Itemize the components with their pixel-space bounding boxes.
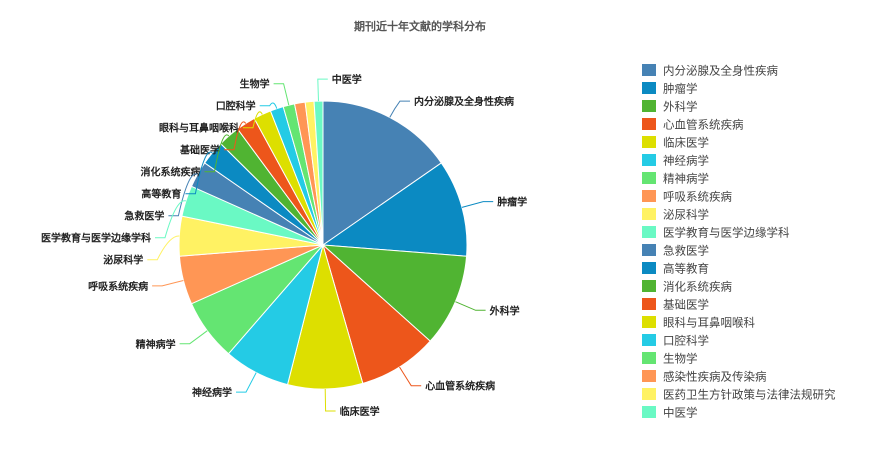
- slice-label: 泌尿科学: [103, 254, 143, 267]
- slice-label: 心血管系统疾病: [425, 380, 495, 393]
- legend-item-label[interactable]: 口腔科学: [663, 334, 709, 348]
- slice-label: 肿瘤学: [497, 196, 527, 209]
- legend-item-label[interactable]: 生物学: [663, 352, 698, 366]
- slice-label: 呼吸系统疾病: [88, 280, 148, 293]
- legend-item-label[interactable]: 心血管系统疾病: [663, 118, 744, 132]
- legend-item-label[interactable]: 眼科与耳鼻咽喉科: [663, 316, 755, 330]
- slice-label: 内分泌腺及全身性疾病: [414, 95, 514, 108]
- legend-item-label[interactable]: 消化系统疾病: [663, 280, 732, 294]
- slice-label: 精神病学: [136, 338, 176, 351]
- legend-swatch[interactable]: [642, 100, 656, 112]
- legend-swatch[interactable]: [642, 64, 656, 76]
- label-connector: [461, 201, 494, 208]
- legend-swatch[interactable]: [642, 118, 656, 130]
- legend-swatch[interactable]: [642, 172, 656, 184]
- legend-swatch[interactable]: [642, 154, 656, 166]
- legend-item-label[interactable]: 急救医学: [663, 244, 709, 258]
- label-connector: [399, 366, 422, 387]
- slice-0[interactable]: [322, 100, 443, 246]
- pie-slices: [178, 100, 468, 390]
- legend-swatch[interactable]: [642, 208, 656, 220]
- label-connector: [259, 102, 278, 109]
- label-connector: [243, 111, 263, 129]
- label-connector: [236, 372, 257, 393]
- legend-swatch[interactable]: [642, 226, 656, 238]
- slice-label: 眼科与耳鼻咽喉科: [159, 122, 239, 135]
- legend-item-label[interactable]: 医药卫生方针政策与法律法规研究: [663, 388, 836, 402]
- label-connector: [185, 151, 213, 195]
- legend-swatch[interactable]: [642, 334, 656, 346]
- legend-swatch[interactable]: [642, 370, 656, 382]
- legend-swatch[interactable]: [642, 262, 656, 274]
- label-connector: [168, 173, 198, 217]
- legend-swatch[interactable]: [642, 244, 656, 256]
- slice-label: 神经病学: [192, 386, 232, 399]
- label-connector: [147, 235, 180, 261]
- legend-swatch[interactable]: [642, 388, 656, 400]
- legend-item-label[interactable]: 基础医学: [663, 298, 709, 312]
- label-connector: [317, 78, 328, 102]
- slice-label: 高等教育: [141, 188, 181, 201]
- label-connector: [152, 280, 184, 287]
- slice-label: 医学教育与医学边缘学科: [41, 232, 151, 245]
- label-connector: [179, 330, 208, 345]
- legend-swatch[interactable]: [642, 316, 656, 328]
- legend-item-label[interactable]: 高等教育: [663, 262, 709, 276]
- slice-label: 基础医学: [179, 144, 220, 157]
- legend-item-label[interactable]: 精神病学: [663, 172, 709, 186]
- legend-item-label[interactable]: 感染性疾病及传染病: [663, 370, 767, 384]
- label-connector: [273, 83, 290, 106]
- legend-swatch[interactable]: [642, 280, 656, 292]
- legend-item-label[interactable]: 外科学: [663, 100, 698, 114]
- legend: 内分泌腺及全身性疾病肿瘤学外科学心血管系统疾病临床医学神经病学精神病学呼吸系统疾…: [642, 64, 836, 420]
- legend-swatch[interactable]: [642, 82, 656, 94]
- legend-item-label[interactable]: 中医学: [663, 406, 698, 420]
- label-connector: [455, 301, 486, 311]
- legend-swatch[interactable]: [642, 352, 656, 364]
- slice-label: 口腔科学: [216, 100, 256, 113]
- slice-label: 消化系统疾病: [141, 166, 201, 179]
- legend-swatch[interactable]: [642, 298, 656, 310]
- label-connector: [389, 100, 410, 118]
- legend-item-label[interactable]: 医学教育与医学边缘学科: [663, 226, 790, 240]
- legend-item-label[interactable]: 肿瘤学: [663, 82, 698, 96]
- legend-item-label[interactable]: 神经病学: [663, 154, 709, 168]
- legend-swatch[interactable]: [642, 136, 656, 148]
- slice-label: 中医学: [332, 73, 362, 86]
- slice-label: 急救医学: [124, 210, 164, 223]
- legend-item-label[interactable]: 临床医学: [663, 136, 709, 150]
- slice-label: 生物学: [240, 78, 270, 91]
- label-connector: [204, 134, 230, 173]
- legend-item-label[interactable]: 内分泌腺及全身性疾病: [663, 64, 778, 78]
- legend-item-label[interactable]: 呼吸系统疾病: [663, 190, 732, 204]
- slice-2[interactable]: [321, 244, 468, 342]
- slice-3[interactable]: [322, 243, 431, 385]
- label-connector: [324, 388, 336, 412]
- legend-item-label[interactable]: 泌尿科学: [663, 208, 709, 222]
- chart-title: 期刊近十年文献的学科分布: [354, 19, 486, 33]
- slice-label: 外科学: [489, 304, 520, 317]
- slice-label: 临床医学: [340, 405, 380, 418]
- legend-swatch[interactable]: [642, 190, 656, 202]
- label-connector: [224, 121, 247, 151]
- label-connector: [155, 200, 187, 239]
- legend-swatch[interactable]: [642, 406, 656, 418]
- slice-1[interactable]: [321, 162, 468, 257]
